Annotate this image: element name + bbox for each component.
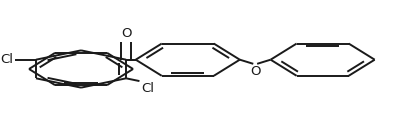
Text: Cl: Cl bbox=[0, 53, 13, 66]
Text: O: O bbox=[250, 65, 261, 78]
Text: Cl: Cl bbox=[141, 83, 154, 95]
Text: O: O bbox=[121, 27, 131, 40]
